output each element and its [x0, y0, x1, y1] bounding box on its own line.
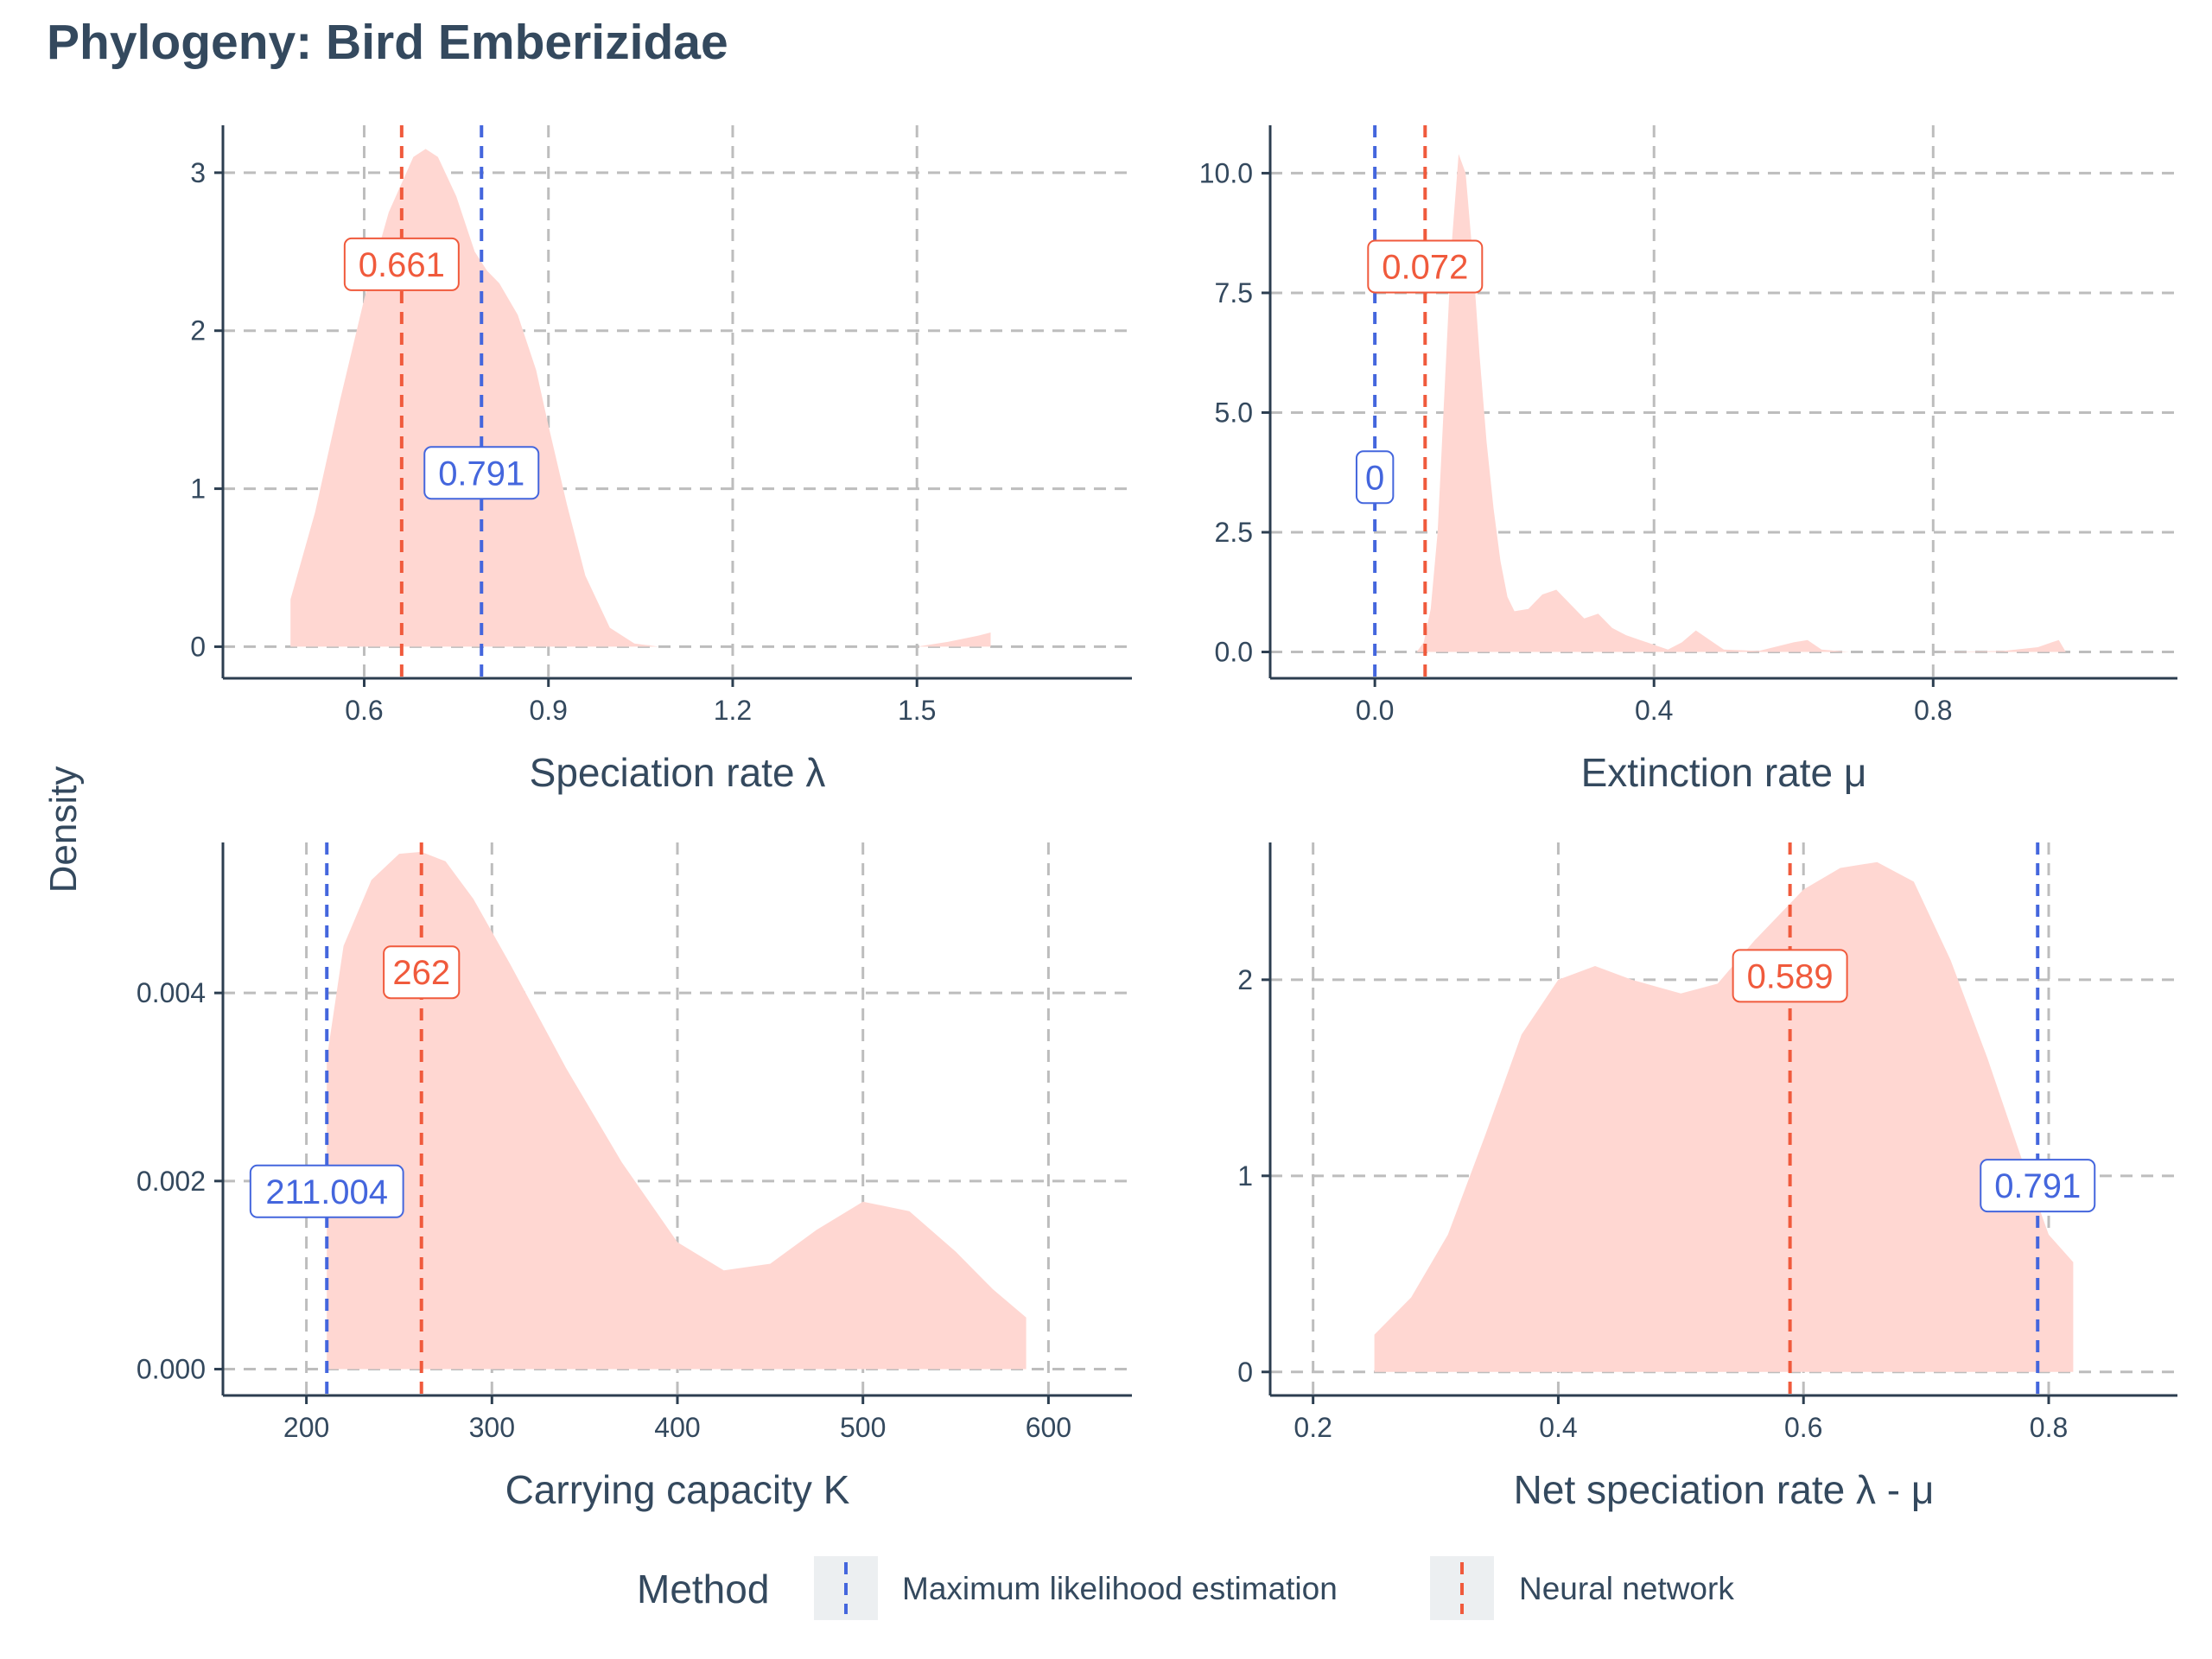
x-tick-label: 0.4 [1539, 1412, 1577, 1443]
legend-label-nn: Neural network [1519, 1571, 1734, 1606]
estimate-label-nn: 0.589 [1747, 957, 1834, 995]
y-tick-label: 7.5 [1215, 277, 1253, 308]
density-area-tail [917, 632, 991, 647]
y-tick-label: 0.002 [137, 1166, 206, 1197]
legend: Method Maximum likelihood estimation Neu… [637, 1556, 1734, 1620]
y-tick-label: 5.0 [1215, 397, 1253, 428]
y-tick-label: 3 [190, 157, 206, 188]
estimate-label-box-nn [1732, 949, 1848, 1003]
estimate-label-mle: 0.791 [1994, 1167, 2081, 1205]
chart-title: Phylogeny: Bird Emberizidae [47, 15, 728, 70]
estimate-label-mle: 0.791 [438, 454, 524, 493]
y-axis-label: Density [42, 766, 85, 893]
x-tick-label: 1.5 [898, 695, 936, 726]
x-tick-label: 600 [1026, 1412, 1071, 1443]
y-tick-label: 0.000 [137, 1354, 206, 1385]
x-axis-label: Carrying capacity K [505, 1467, 850, 1512]
density-area [1374, 861, 2074, 1372]
x-tick-label: 200 [283, 1412, 329, 1443]
estimate-label-mle: 211.004 [265, 1173, 388, 1211]
y-tick-label: 0.0 [1215, 637, 1253, 668]
x-tick-label: 0.8 [1914, 695, 1952, 726]
estimate-label-box-mle [423, 446, 540, 500]
estimate-label-nn: 0.661 [359, 246, 445, 284]
x-axis-label: Net speciation rate λ - μ [1514, 1467, 1935, 1512]
x-axis-label: Speciation rate λ [530, 750, 826, 795]
x-tick-label: 0.6 [345, 695, 383, 726]
y-tick-label: 0 [1237, 1357, 1253, 1388]
y-tick-label: 0.004 [137, 977, 206, 1008]
y-tick-label: 2 [190, 315, 206, 346]
estimate-label-box-nn [1367, 239, 1484, 294]
x-tick-label: 0.4 [1635, 695, 1673, 726]
x-tick-label: 300 [469, 1412, 515, 1443]
y-tick-label: 1 [1237, 1160, 1253, 1192]
density-area [1416, 154, 2066, 652]
x-tick-label: 1.2 [714, 695, 752, 726]
x-tick-label: 0.6 [1784, 1412, 1822, 1443]
estimate-label-nn: 262 [392, 954, 450, 992]
legend-title: Method [637, 1567, 769, 1611]
x-tick-label: 400 [654, 1412, 700, 1443]
estimate-label-box-mle [1980, 1159, 2096, 1213]
y-tick-label: 1 [190, 474, 206, 505]
y-tick-label: 2 [1237, 964, 1253, 995]
panel-2: 0.0 0.4 0.8 0.0 2.5 5.0 7.5 10.0 Extinction rate… [1199, 125, 2177, 795]
panel-4: 0.2 0.4 0.6 0.8 0 1 2 Net speciation rate λ - μ… [1237, 842, 2177, 1512]
legend-label-mle: Maximum likelihood estimation [902, 1571, 1338, 1606]
estimate-label-box-nn [343, 237, 460, 291]
estimate-label-box-nn [383, 945, 461, 1000]
density-area [327, 851, 1027, 1370]
estimate-label-nn: 0.072 [1382, 248, 1468, 286]
panel-1: 0.6 0.9 1.2 1.5 0 1 2 3 Speciation rate λ 0.791 0.… [190, 125, 1132, 795]
y-tick-label: 10.0 [1199, 157, 1253, 188]
x-tick-label: 0.0 [1356, 695, 1394, 726]
y-tick-label: 2.5 [1215, 517, 1253, 548]
density-area [290, 149, 659, 647]
panel-3: 200 300 400 500 600 0.000 0.002 0.004 Carrying c… [137, 842, 1132, 1512]
x-tick-label: 0.2 [1294, 1412, 1332, 1443]
estimate-label-box-mle [1355, 450, 1395, 505]
x-axis-label: Extinction rate μ [1581, 750, 1867, 795]
x-tick-label: 0.9 [529, 695, 567, 726]
estimate-label-box-mle [249, 1164, 404, 1218]
y-tick-label: 0 [190, 631, 206, 662]
x-tick-label: 0.8 [2030, 1412, 2068, 1443]
x-tick-label: 500 [840, 1412, 886, 1443]
estimate-label-mle: 0 [1365, 459, 1384, 497]
